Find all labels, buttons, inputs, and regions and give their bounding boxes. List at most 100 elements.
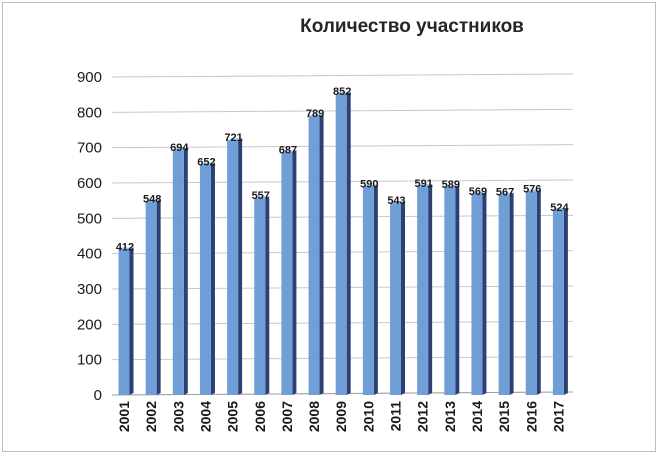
bar-2005 xyxy=(227,138,243,395)
bar-top-2004 xyxy=(199,162,215,165)
data-label-2016: 576 xyxy=(523,183,541,195)
data-label-2005: 721 xyxy=(224,132,242,144)
data-label-2011: 543 xyxy=(387,195,405,207)
y-tick-200: 200 xyxy=(77,316,102,333)
chart-frame xyxy=(2,2,656,452)
y-tick-400: 400 xyxy=(77,246,102,263)
bar-side-2003 xyxy=(183,147,188,395)
bar-side-2007 xyxy=(292,150,297,395)
x-tick-2002: 2002 xyxy=(143,401,159,432)
bar-side-2006 xyxy=(265,196,270,395)
bar-top-2008 xyxy=(308,114,324,117)
bar-front-2005 xyxy=(227,140,239,395)
gridline-900 xyxy=(111,73,574,78)
x-tick-2012: 2012 xyxy=(415,401,431,432)
y-tick-500: 500 xyxy=(77,210,102,227)
bar-top-2003 xyxy=(172,147,188,150)
bar-2009 xyxy=(335,91,351,396)
bar-side-2017 xyxy=(563,207,568,395)
bar-top-2017 xyxy=(552,207,568,210)
bar-front-2008 xyxy=(308,116,320,395)
bar-2001 xyxy=(118,247,134,395)
x-tick-2014: 2014 xyxy=(469,401,485,432)
bar-2006 xyxy=(254,196,270,395)
bar-top-2005 xyxy=(227,138,243,141)
bar-front-2017 xyxy=(552,209,564,395)
data-label-2009: 852 xyxy=(333,86,351,98)
x-tick-2017: 2017 xyxy=(550,401,566,432)
x-tick-2001: 2001 xyxy=(116,401,132,432)
y-tick-300: 300 xyxy=(77,281,102,298)
data-label-2001: 412 xyxy=(116,241,134,253)
bar-front-2004 xyxy=(199,164,211,395)
bar-2012 xyxy=(417,184,433,395)
x-tick-2006: 2006 xyxy=(252,401,268,432)
bar-front-2012 xyxy=(417,186,429,395)
chart-title: Количество участников xyxy=(300,16,524,37)
x-tick-2007: 2007 xyxy=(279,401,295,432)
bar-front-2014 xyxy=(471,193,483,395)
bar-2017 xyxy=(552,207,568,395)
bar-side-2002 xyxy=(156,199,161,395)
x-tick-2010: 2010 xyxy=(360,401,376,432)
bar-2015 xyxy=(498,192,514,395)
bar-2010 xyxy=(362,184,378,395)
bar-2016 xyxy=(525,189,541,395)
bar-side-2010 xyxy=(373,184,378,395)
data-label-2017: 524 xyxy=(550,202,569,214)
bar-top-2010 xyxy=(362,184,378,187)
data-label-2015: 567 xyxy=(496,187,514,199)
x-tick-2016: 2016 xyxy=(523,401,539,432)
bar-side-2015 xyxy=(509,192,514,395)
y-tick-100: 100 xyxy=(77,352,102,369)
bar-top-2002 xyxy=(145,199,161,202)
bar-front-2009 xyxy=(335,93,347,396)
data-label-2013: 589 xyxy=(442,179,460,191)
x-tick-2004: 2004 xyxy=(197,401,213,432)
bar-side-2013 xyxy=(455,184,460,395)
data-label-2007: 687 xyxy=(279,144,297,156)
y-tick-600: 600 xyxy=(77,175,102,192)
bar-front-2006 xyxy=(254,198,266,395)
bar-side-2005 xyxy=(238,138,243,395)
bar-side-2016 xyxy=(536,189,541,395)
x-tick-2011: 2011 xyxy=(388,401,404,432)
x-tick-2013: 2013 xyxy=(442,401,458,432)
y-tick-800: 800 xyxy=(77,104,102,121)
bar-top-2015 xyxy=(498,192,514,195)
bar-2014 xyxy=(471,191,487,395)
bar-top-2013 xyxy=(444,184,460,187)
x-tick-2005: 2005 xyxy=(225,401,241,432)
data-label-2004: 652 xyxy=(197,157,215,169)
bar-front-2016 xyxy=(525,191,537,395)
y-axis-ticks: 0 100 200 300 400 500 600 700 800 900 xyxy=(77,69,102,404)
bar-top-2006 xyxy=(254,196,270,199)
bar-top-2016 xyxy=(525,189,541,192)
bar-front-2010 xyxy=(362,186,374,395)
data-label-2012: 591 xyxy=(414,178,432,190)
bar-front-2013 xyxy=(444,186,456,395)
x-tick-2009: 2009 xyxy=(333,401,349,432)
bar-2007 xyxy=(281,150,297,395)
bar-front-2002 xyxy=(145,201,157,395)
data-label-2002: 548 xyxy=(143,193,161,205)
bar-front-2011 xyxy=(390,203,401,395)
bar-top-2014 xyxy=(471,191,487,194)
bar-top-2009 xyxy=(335,91,351,94)
data-labels: 412 548 694 652 721 557 687 789 852 590 543 591 589 5… xyxy=(116,86,570,253)
bar-2013 xyxy=(444,184,460,395)
bar-side-2008 xyxy=(319,114,324,395)
bar-side-2011 xyxy=(401,201,405,395)
bar-top-2011 xyxy=(390,201,405,204)
bar-2008 xyxy=(308,114,324,395)
bar-2004 xyxy=(199,162,215,395)
bar-2002 xyxy=(145,199,161,395)
bar-side-2012 xyxy=(428,184,433,395)
data-label-2010: 590 xyxy=(360,179,378,191)
data-label-2008: 789 xyxy=(306,108,324,120)
bar-top-2001 xyxy=(118,247,134,250)
bar-top-2012 xyxy=(417,184,433,187)
bar-top-2007 xyxy=(281,150,297,153)
bar-front-2001 xyxy=(118,249,130,395)
